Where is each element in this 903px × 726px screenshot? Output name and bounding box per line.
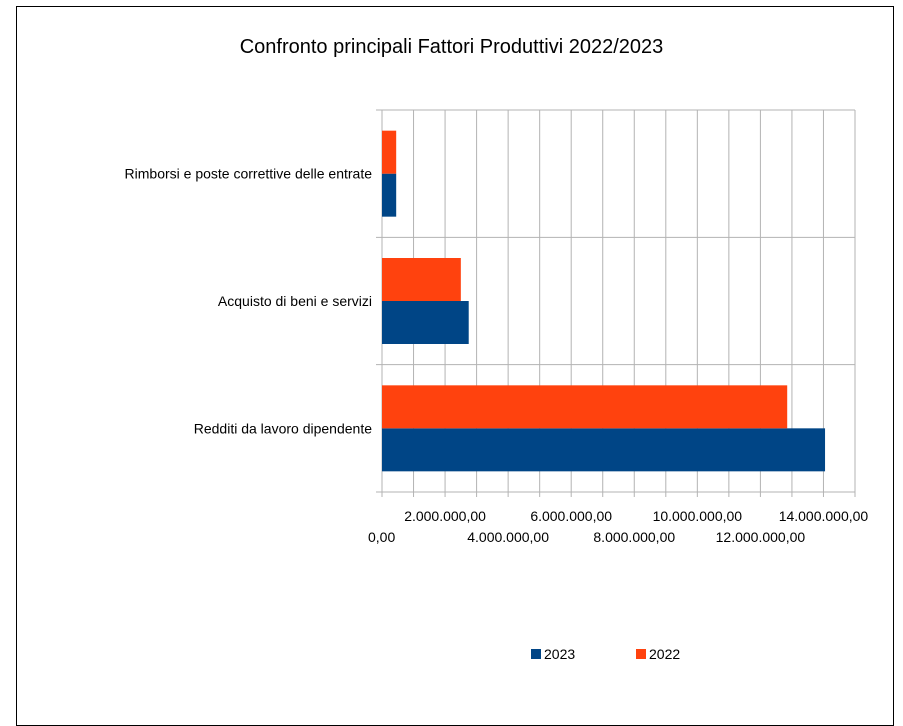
x-tick-label: 0,00	[368, 529, 395, 545]
x-tick-label: 2.000.000,00	[404, 508, 486, 524]
bar-2023[interactable]	[382, 301, 469, 344]
chart-title: Confronto principali Fattori Produttivi …	[239, 36, 664, 58]
x-tick-label: 10.000.000,00	[653, 508, 743, 524]
legend-swatch-2022	[636, 649, 646, 659]
x-tick-label: 6.000.000,00	[530, 508, 612, 524]
bar-2022[interactable]	[382, 385, 788, 429]
bar-2023[interactable]	[382, 173, 397, 217]
legend-label-2023: 2023	[544, 646, 575, 662]
x-tick-label: 12.000.000,00	[716, 529, 806, 545]
category-label: Rimborsi e poste correttive delle entrat…	[125, 166, 373, 182]
legend[interactable]: 2023 2022	[531, 646, 680, 662]
category-label: Acquisto di beni e servizi	[218, 293, 372, 309]
bar-2022[interactable]	[382, 258, 461, 301]
x-tick-label: 8.000.000,00	[593, 529, 675, 545]
bar-2023[interactable]	[382, 428, 826, 472]
bar-2022[interactable]	[382, 130, 397, 174]
legend-swatch-2023	[531, 649, 541, 659]
labels: Rimborsi e poste correttive delle entrat…	[125, 166, 869, 545]
axes	[381, 492, 856, 497]
x-tick-label: 14.000.000,00	[779, 508, 869, 524]
legend-label-2022: 2022	[649, 646, 680, 662]
category-label: Redditi da lavoro dipendente	[194, 420, 372, 436]
x-tick-label: 4.000.000,00	[467, 529, 549, 545]
bars	[382, 130, 826, 472]
